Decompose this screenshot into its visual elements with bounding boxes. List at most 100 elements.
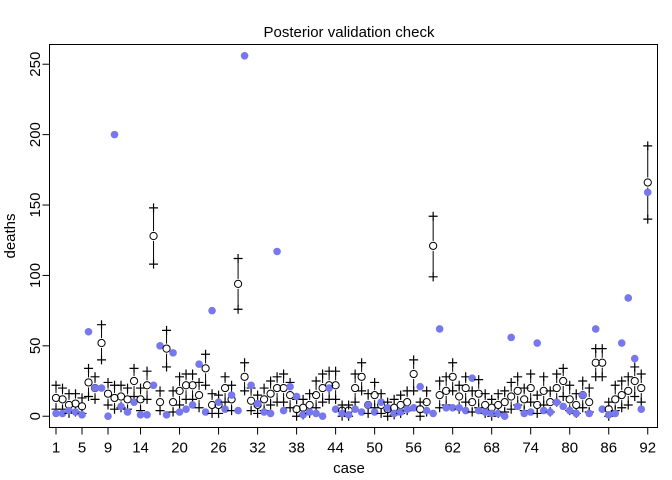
interval-bound-point (376, 389, 386, 399)
observed-point (253, 399, 262, 408)
x-tick-label: 74 (522, 440, 539, 457)
observed-point (286, 382, 294, 391)
observed-point (474, 406, 483, 415)
posterior-mean-point (259, 395, 269, 404)
observed-point (266, 409, 275, 418)
interval-bound-point (409, 355, 419, 365)
observed-point (143, 411, 151, 419)
interval-bound-point (623, 400, 633, 410)
interval-bound-point (578, 403, 588, 413)
posterior-mean-point (97, 338, 106, 348)
posterior-mean-point (123, 395, 132, 404)
posterior-mean-point (455, 392, 464, 401)
posterior-mean-point (409, 369, 418, 379)
observed-point (390, 409, 398, 418)
observed-point (416, 382, 424, 391)
interval-bound-point (597, 372, 607, 382)
interval-bound-point (175, 400, 185, 410)
interval-bound-point (207, 389, 217, 399)
observed-point (481, 408, 489, 416)
x-axis-label: case (333, 460, 365, 477)
posterior-mean-point (572, 400, 581, 410)
interval-bound-point (415, 411, 425, 421)
posterior-mean-point (637, 383, 646, 393)
interval-bound-point (84, 392, 94, 402)
posterior-mean-point (292, 405, 301, 414)
interval-bound-point (350, 397, 360, 407)
x-tick-label: 68 (483, 440, 500, 457)
interval-bound-point (233, 304, 243, 314)
interval-bound-point (344, 400, 354, 410)
interval-bound-point (103, 377, 113, 387)
posterior-mean-point (598, 358, 607, 367)
posterior-mean-point (435, 391, 444, 400)
y-tick-label: 100 (27, 263, 44, 288)
posterior-mean-point (84, 378, 93, 387)
posterior-mean-point (272, 383, 282, 393)
observed-point (487, 409, 496, 418)
observed-point (403, 405, 411, 413)
posterior-mean-point (285, 391, 295, 400)
y-tick-label: 50 (27, 337, 44, 354)
observed-point (611, 409, 620, 418)
observed-point (162, 411, 171, 419)
posterior-mean-point (220, 383, 230, 393)
interval-bound-point (220, 372, 230, 382)
x-tick-label: 38 (288, 440, 305, 457)
interval-bound-point (383, 411, 393, 421)
observed-point (617, 339, 626, 347)
interval-bound-point (539, 372, 549, 382)
observed-point (383, 403, 392, 412)
observed-point (364, 401, 372, 409)
interval-bound-point (214, 390, 224, 400)
observed-point (221, 405, 229, 413)
interval-bound-point (279, 397, 289, 407)
observed-point (370, 408, 379, 416)
observed-point (71, 408, 80, 416)
interval-bound-point (493, 389, 503, 399)
x-tick-label: 26 (210, 440, 227, 457)
interval-bound-point (77, 393, 87, 403)
interval-bound-point (357, 386, 367, 396)
observed-point (507, 333, 515, 342)
observed-point (624, 294, 633, 302)
interval-bound-point (597, 344, 607, 354)
interval-bound-point (617, 403, 627, 413)
observed-point (305, 408, 314, 416)
observed-point (325, 384, 333, 392)
interval-bound-point (428, 211, 438, 221)
interval-bound-point (155, 386, 165, 396)
interval-bound-point (51, 380, 61, 390)
x-tick-label: 92 (639, 440, 656, 457)
posterior-mean-point (585, 398, 594, 407)
posterior-mean-point (448, 372, 457, 381)
interval-bound-point (123, 383, 133, 393)
interval-bound-point (630, 392, 640, 402)
interval-bound-point (610, 380, 620, 390)
y-tick-label: 200 (27, 122, 44, 147)
interval-bound-point (376, 408, 386, 418)
posterior-mean-point (194, 391, 204, 400)
x-tick-label: 9 (104, 440, 112, 457)
posterior-mean-point (565, 395, 574, 404)
observed-point (396, 408, 405, 416)
interval-bound-point (194, 377, 204, 387)
interval-bound-point (558, 392, 568, 402)
posterior-mean-point (142, 381, 152, 390)
observed-point (136, 411, 145, 419)
posterior-mean-point (429, 241, 438, 250)
posterior-mean-point (526, 383, 535, 393)
posterior-mean-point (552, 383, 561, 393)
observed-point (195, 360, 203, 368)
observed-point (227, 391, 236, 399)
interval-bound-point (428, 272, 438, 282)
interval-bound-point (175, 372, 185, 382)
interval-bound-point (467, 386, 477, 396)
posterior-mean-point (500, 398, 509, 407)
interval-bound-point (565, 380, 575, 390)
y-tick-label: 150 (27, 193, 44, 218)
y-tick-label: 0 (27, 412, 44, 420)
observed-point (201, 408, 210, 416)
interval-bound-point (357, 358, 367, 368)
